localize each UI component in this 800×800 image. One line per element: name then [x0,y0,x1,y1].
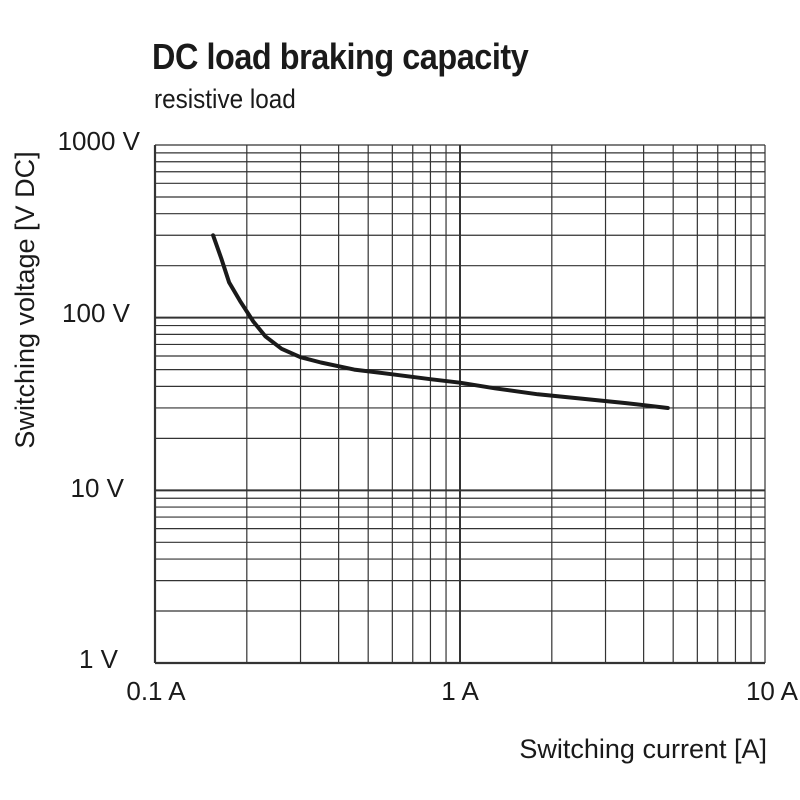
x-tick-label: 1 A [441,676,479,706]
chart-subtitle: resistive load [154,84,296,114]
chart-title: DC load braking capacity [152,36,529,77]
y-tick-label: 10 V [71,473,125,503]
y-tick-label: 100 V [62,298,131,328]
y-tick-label: 1000 V [58,126,141,156]
grid [153,144,766,665]
tick-labels: 1000 V 100 V 10 V 1 V 0.1 A 1 A 10 A [58,126,799,706]
x-tick-label: 0.1 A [126,676,186,706]
y-axis-label: Switching voltage [V DC] [10,151,40,448]
series [211,233,670,410]
x-axis-label: Switching current [A] [519,734,767,764]
y-tick-label: 1 V [79,644,119,674]
x-tick-label: 10 A [746,676,799,706]
series-line [211,233,670,410]
